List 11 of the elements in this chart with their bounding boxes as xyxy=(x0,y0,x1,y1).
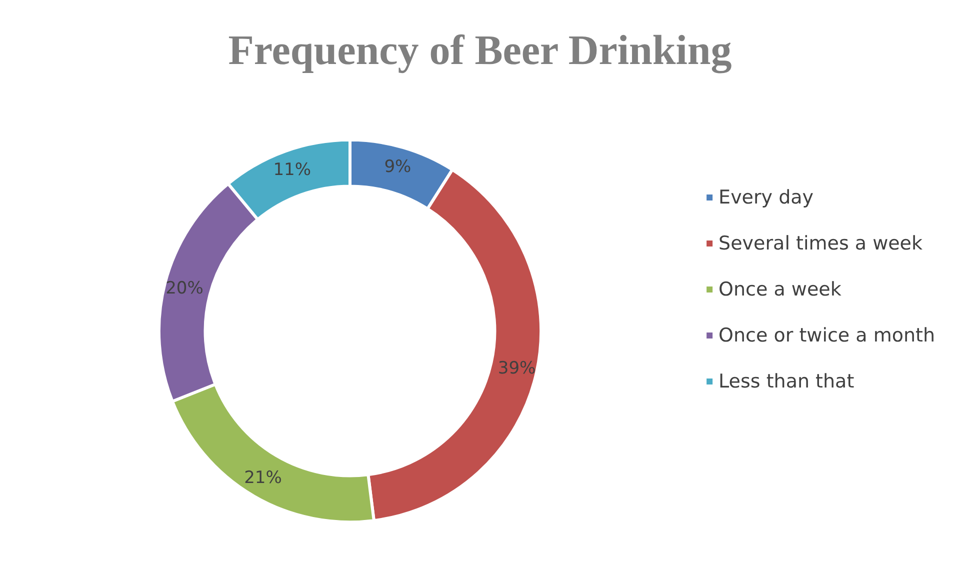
data-label: 21% xyxy=(244,468,282,488)
legend-label: Several times a week xyxy=(718,232,922,254)
data-label: 9% xyxy=(384,156,412,177)
data-label: 39% xyxy=(498,358,536,378)
legend-label: Once a week xyxy=(718,278,842,300)
data-label: 20% xyxy=(166,278,204,298)
data-label: 11% xyxy=(273,160,312,180)
chart-title: Frequency of Beer Drinking xyxy=(228,28,732,74)
legend-label: Less than that xyxy=(718,370,854,392)
legend-label: Every day xyxy=(718,186,814,208)
legend-label: Once or twice a month xyxy=(718,324,936,346)
